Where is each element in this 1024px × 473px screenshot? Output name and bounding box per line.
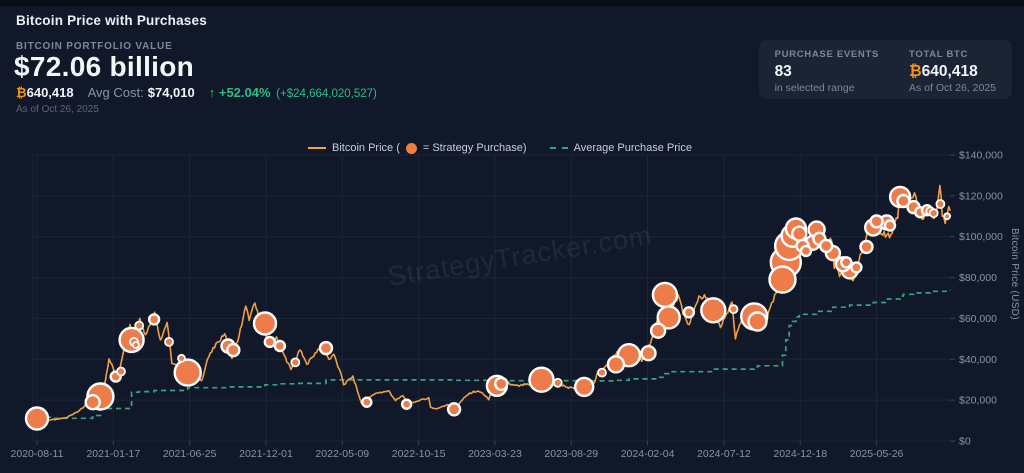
legend-series1-prefix: Bitcoin Price ( xyxy=(332,142,400,154)
purchase-events-sub: in selected range xyxy=(774,82,855,95)
svg-text:2021-12-01: 2021-12-01 xyxy=(239,448,293,460)
purchase-events-label: PURCHASE EVENTS xyxy=(774,49,880,60)
page-edge xyxy=(0,3,1024,6)
avg-line-swatch-icon xyxy=(549,147,568,149)
up-arrow-icon: ↑ xyxy=(208,85,216,100)
total-btc-stat: TOTAL BTC ₿640,418 As of Oct 26, 2025 xyxy=(909,49,996,94)
bitcoin-purchases-panel: Bitcoin Price with Purchases BITCOIN POR… xyxy=(0,3,1024,473)
avg-cost-value: $74,010 xyxy=(147,85,195,100)
portfolio-value-label: BITCOIN PORTFOLIO VALUE xyxy=(16,41,173,52)
chart-legend: Bitcoin Price ( = Strategy Purchase) Ave… xyxy=(0,140,1000,154)
svg-text:$20,000: $20,000 xyxy=(959,395,997,407)
price-chart[interactable]: $0 $20,000 $40,000 $60,000 $80,000 $100,000 $1… xyxy=(0,3,1024,473)
svg-text:2021-06-25: 2021-06-25 xyxy=(163,448,217,460)
avg-cost: Avg Cost: $74,010 xyxy=(88,85,195,100)
svg-text:$80,000: $80,000 xyxy=(959,272,997,284)
svg-text:$0: $0 xyxy=(959,436,971,448)
svg-text:2025-05-26: 2025-05-26 xyxy=(850,448,904,460)
gain-amount: (+$24,664,020,527) xyxy=(276,88,377,100)
btc-icon: ₿ xyxy=(16,86,27,101)
btc-holdings: ₿640,418 xyxy=(16,85,74,101)
summary-card: PURCHASE EVENTS 83 in selected range TOT… xyxy=(758,40,1012,99)
svg-text:$140,000: $140,000 xyxy=(959,150,1003,162)
avg-cost-label: Avg Cost: xyxy=(87,85,144,100)
svg-text:2021-01-17: 2021-01-17 xyxy=(86,448,140,460)
svg-text:$60,000: $60,000 xyxy=(959,313,997,325)
gain-percent: +52.04% xyxy=(218,85,271,100)
panel-title: Bitcoin Price with Purchases xyxy=(16,13,207,28)
gain-stat: ↑ +52.04% (+$24,664,020,527) xyxy=(209,85,377,100)
purchase-events-stat: PURCHASE EVENTS 83 in selected range xyxy=(774,49,880,94)
legend-series2-label: Average Purchase Price xyxy=(573,142,692,154)
portfolio-stats-row: ₿640,418 Avg Cost: $74,010 ↑ +52.04% (+$2… xyxy=(16,85,377,101)
svg-text:2024-12-18: 2024-12-18 xyxy=(773,448,827,460)
total-btc-amount: 640,418 xyxy=(921,63,978,80)
svg-text:2023-03-23: 2023-03-23 xyxy=(468,448,522,460)
svg-text:2024-07-12: 2024-07-12 xyxy=(697,448,751,460)
y-axis-title: Bitcoin Price (USD) xyxy=(1009,228,1020,320)
btc-holdings-value: 640,418 xyxy=(26,85,74,100)
as-of-date: As of Oct 26, 2025 xyxy=(16,104,99,115)
svg-text:$40,000: $40,000 xyxy=(959,354,997,366)
svg-text:$120,000: $120,000 xyxy=(959,190,1003,202)
svg-text:2023-08-29: 2023-08-29 xyxy=(544,448,598,460)
total-btc-label: TOTAL BTC xyxy=(909,49,969,60)
total-btc-value: ₿640,418 xyxy=(909,62,996,81)
purchase-events-value: 83 xyxy=(774,63,792,80)
svg-text:2022-10-15: 2022-10-15 xyxy=(392,448,446,460)
svg-text:2022-05-09: 2022-05-09 xyxy=(315,448,369,460)
btc-icon: ₿ xyxy=(909,62,922,80)
svg-text:$100,000: $100,000 xyxy=(959,231,1003,243)
legend-bitcoin-price[interactable]: Bitcoin Price ( = Strategy Purchase) xyxy=(308,142,527,154)
total-btc-sub: As of Oct 26, 2025 xyxy=(909,82,996,95)
purchase-dot-icon xyxy=(405,142,417,154)
svg-text:2024-02-04: 2024-02-04 xyxy=(621,448,675,460)
portfolio-value: $72.06 billion xyxy=(14,51,195,82)
svg-text:2020-08-11: 2020-08-11 xyxy=(11,448,64,460)
price-line-swatch-icon xyxy=(308,147,326,149)
legend-series1-suffix: = Strategy Purchase) xyxy=(422,142,527,154)
legend-average-purchase-price[interactable]: Average Purchase Price xyxy=(549,142,692,154)
